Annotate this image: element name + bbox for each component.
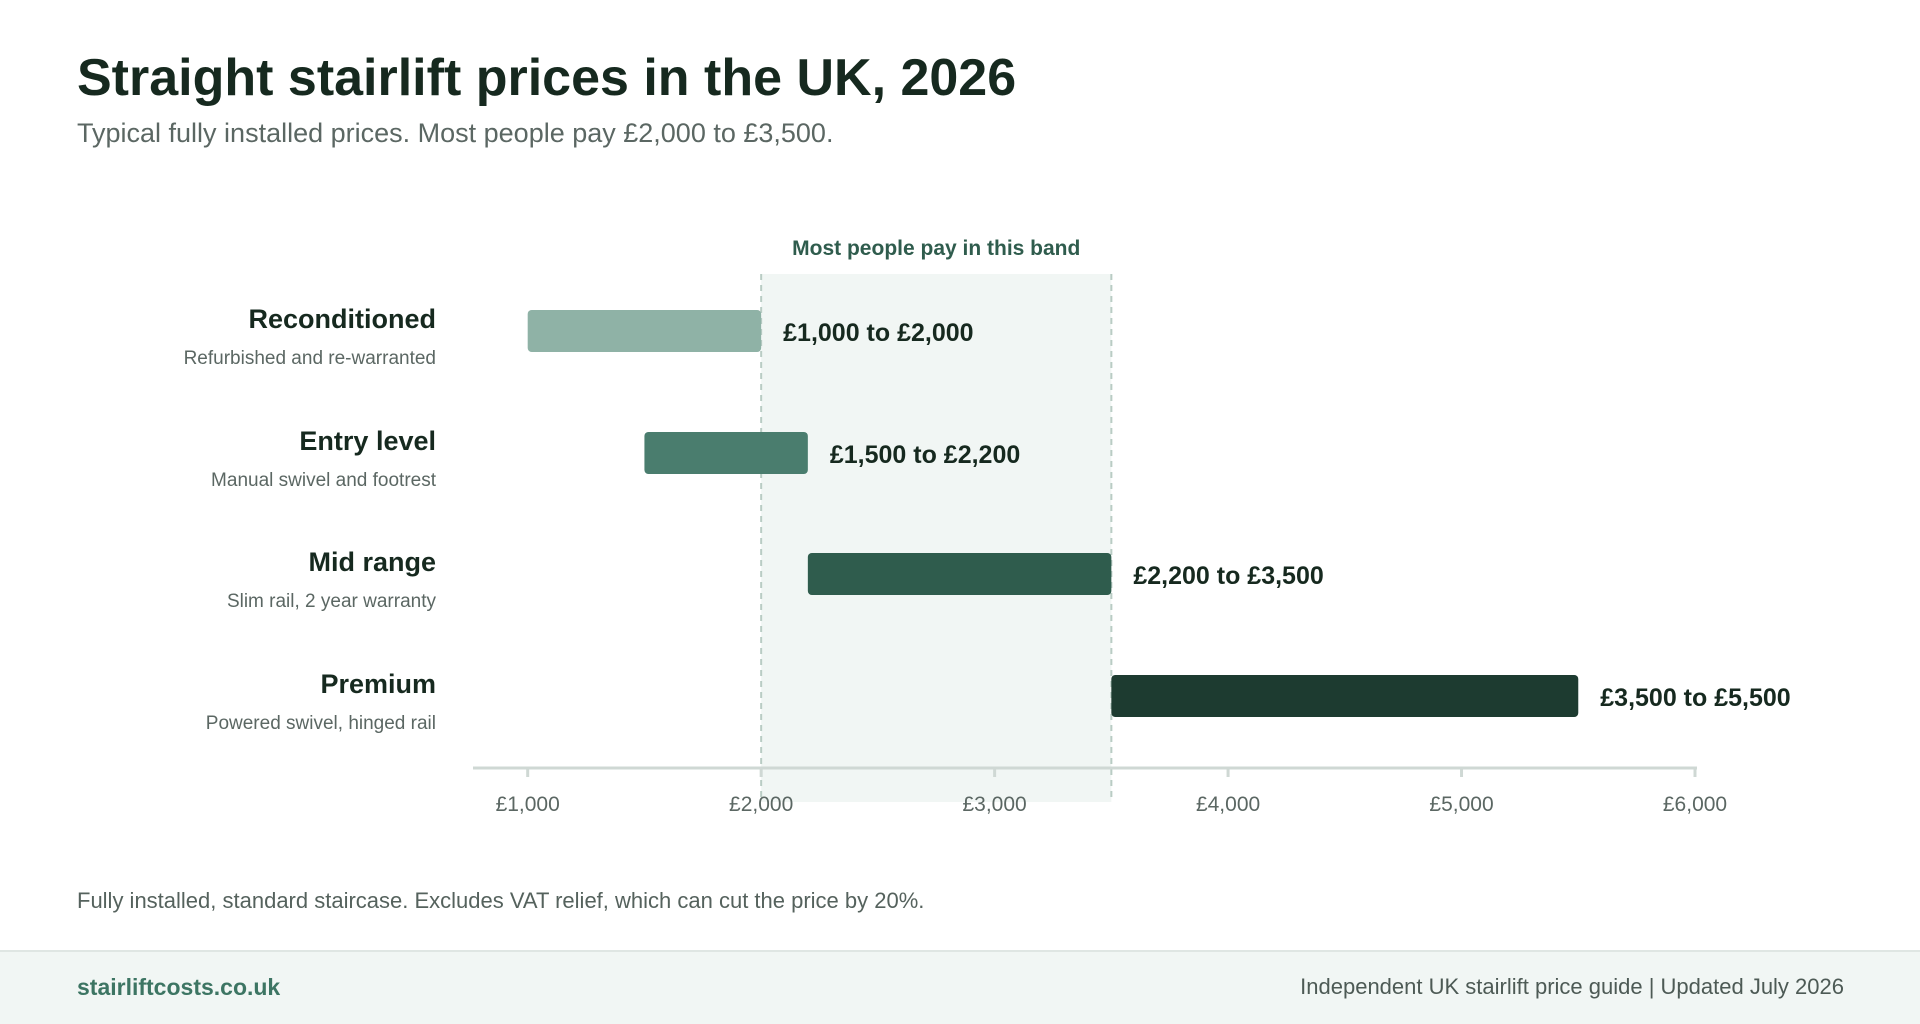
x-tick-label: £4,000 xyxy=(1196,793,1260,816)
bar-value-label: £1,500 to £2,200 xyxy=(830,441,1020,469)
x-tick-label: £6,000 xyxy=(1663,793,1727,816)
bar-value-label: £1,000 to £2,000 xyxy=(783,319,973,347)
footer-meta-text: Independent UK stairlift price guide | U… xyxy=(1300,974,1844,999)
x-tick-label: £5,000 xyxy=(1429,793,1493,816)
footer-brand-link[interactable]: stairliftcosts.co.uk xyxy=(77,974,281,1000)
chart-title: Straight stairlift prices in the UK, 202… xyxy=(77,49,1017,107)
category-description: Slim rail, 2 year warranty xyxy=(227,591,437,612)
highlight-band xyxy=(761,274,1112,802)
category-label: Entry level xyxy=(299,426,436,456)
range-bar-chart: Most people pay in this band £1,000 £2,000… xyxy=(184,237,1791,816)
range-bar[interactable] xyxy=(807,553,1112,595)
range-bar[interactable] xyxy=(1111,675,1579,717)
category-label: Premium xyxy=(320,669,436,699)
category-label: Mid range xyxy=(308,547,436,577)
chart-subtitle: Typical fully installed prices. Most peo… xyxy=(77,118,834,148)
category-label: Reconditioned xyxy=(249,304,437,334)
x-tick-label: £1,000 xyxy=(496,793,560,816)
category-description: Manual swivel and footrest xyxy=(211,470,437,491)
chart-footnote: Fully installed, standard staircase. Exc… xyxy=(77,888,925,913)
x-tick-label: £3,000 xyxy=(962,793,1026,816)
page-footer: stairliftcosts.co.uk Independent UK stai… xyxy=(0,950,1920,1024)
bar-value-label: £3,500 to £5,500 xyxy=(1600,684,1790,712)
category-description: Refurbished and re-warranted xyxy=(184,348,436,369)
bar-value-label: £2,200 to £3,500 xyxy=(1133,562,1323,590)
category-description: Powered swivel, hinged rail xyxy=(206,713,436,734)
range-bar[interactable] xyxy=(644,432,808,474)
band-label: Most people pay in this band xyxy=(792,237,1080,260)
x-tick-label: £2,000 xyxy=(729,793,793,816)
range-bar[interactable] xyxy=(527,310,762,352)
